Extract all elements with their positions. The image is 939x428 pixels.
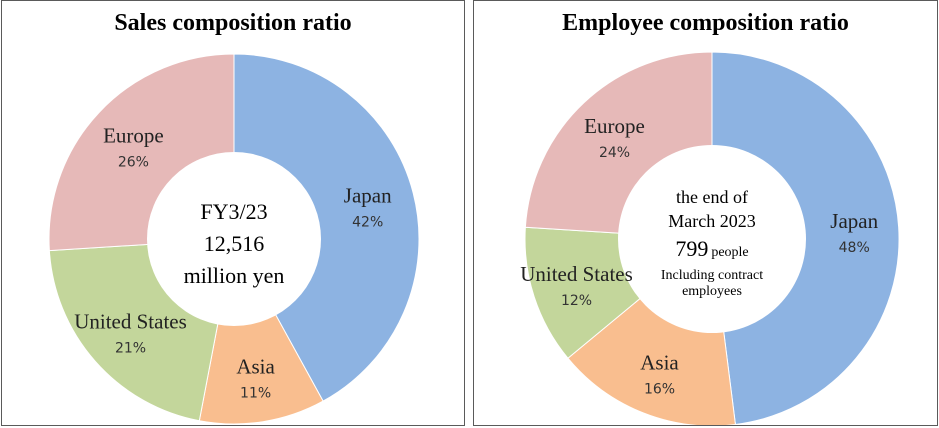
slice-label-united-states: United States [520, 262, 633, 286]
chart-title: Employee composition ratio [562, 10, 849, 36]
center-label: FY3/23 12,516 million yen [184, 199, 285, 288]
slice-label-europe: Europe [103, 124, 164, 148]
center-line-4: Including contract [661, 268, 763, 283]
slice-japan [233, 53, 420, 402]
center-line-2: March 2023 [668, 211, 755, 231]
center-line-1: the end of [676, 187, 748, 207]
slice-label-asia: Asia [236, 354, 275, 378]
headcount-unit: people [711, 245, 748, 260]
slice-value-japan: 48% [839, 240, 870, 256]
slice-value-asia: 11% [240, 385, 271, 401]
chart-title: Sales composition ratio [114, 10, 352, 36]
slice-label-europe: Europe [584, 114, 645, 138]
slice-value-japan: 42% [352, 215, 383, 231]
headcount-value: 799 [675, 236, 708, 261]
center-line-1: FY3/23 [200, 199, 267, 224]
donut-hole [618, 145, 806, 333]
sales-donut-chart: Japan 42% Asia 11% United States 21% Europe 26%… [48, 53, 420, 425]
center-line-5: employees [682, 284, 742, 299]
slice-value-europe: 26% [118, 155, 149, 171]
slice-label-united-states: United States [74, 309, 187, 333]
employee-chart-panel: Employee composition ratio Japan 48% Asia 1… [473, 0, 938, 426]
slice-value-asia: 16% [644, 382, 675, 398]
center-line-3: 799 people [675, 236, 748, 261]
slice-label-asia: Asia [640, 351, 679, 375]
slice-value-united-states: 12% [561, 293, 592, 309]
center-line-3: million yen [184, 263, 285, 288]
center-label: the end of March 2023 799 people Includin… [661, 187, 763, 299]
sales-chart-panel: Sales composition ratio Japan 42% Asia 11% U… [1, 0, 465, 426]
slice-value-europe: 24% [599, 145, 630, 161]
slice-value-united-states: 21% [115, 340, 146, 356]
center-line-2: 12,516 [204, 231, 265, 256]
donut-hole [147, 152, 321, 326]
employee-donut-chart: Japan 48% Asia 16% United States 12% Europe 24%… [520, 51, 900, 425]
slice-label-japan: Japan [830, 209, 878, 233]
slice-label-japan: Japan [344, 184, 392, 208]
